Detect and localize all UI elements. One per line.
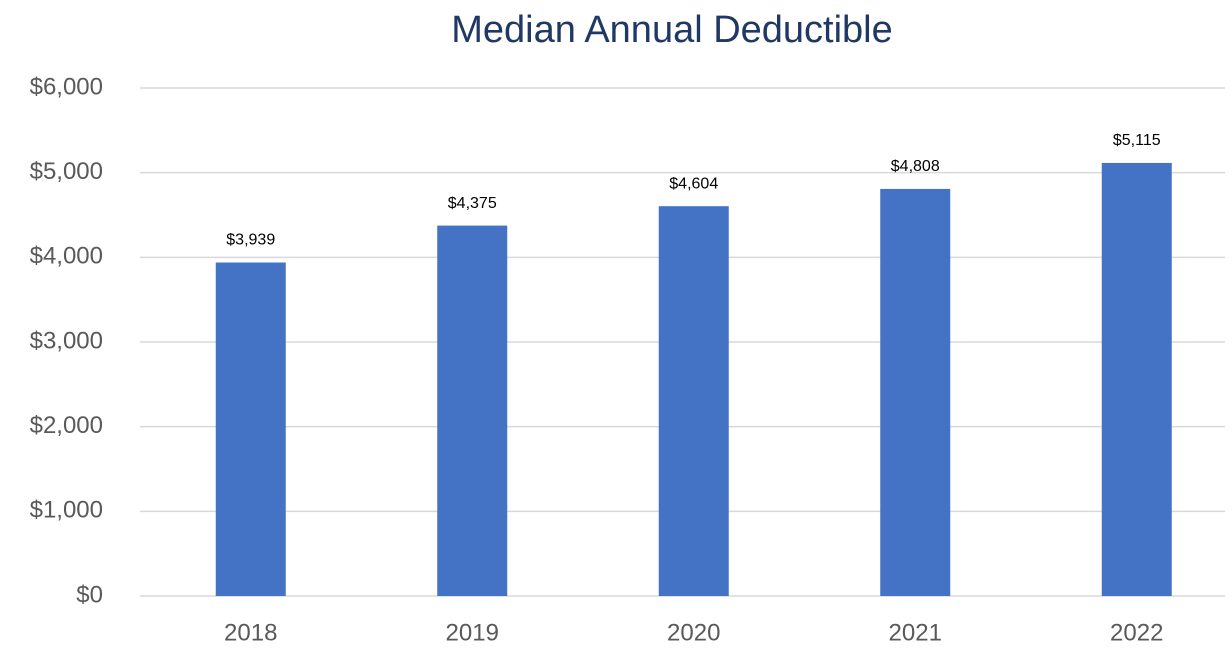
y-tick-label: $5,000: [30, 158, 103, 185]
bar: [658, 206, 729, 596]
x-tick-label: 2018: [224, 619, 277, 646]
data-label: $3,939: [226, 232, 275, 249]
x-tick-label: 2019: [446, 619, 499, 646]
y-tick-label: $1,000: [30, 497, 103, 524]
data-label: $4,808: [891, 158, 940, 175]
data-label: $5,115: [1113, 132, 1161, 149]
x-tick-label: 2022: [1110, 619, 1163, 646]
bar: [215, 262, 286, 596]
y-tick-label: $6,000: [30, 73, 103, 100]
y-tick-label: $0: [76, 581, 103, 608]
x-tick-label: 2021: [889, 619, 942, 646]
y-tick-label: $4,000: [30, 243, 103, 270]
y-tick-label: $3,000: [30, 327, 103, 354]
bar: [880, 188, 951, 596]
chart-title: Median Annual Deductible: [451, 9, 893, 51]
bar: [1101, 162, 1172, 596]
bar: [437, 225, 508, 597]
y-tick-label: $2,000: [30, 412, 103, 439]
x-tick-label: 2020: [667, 619, 720, 646]
data-label: $4,375: [448, 195, 497, 212]
data-label: $4,604: [669, 175, 718, 192]
